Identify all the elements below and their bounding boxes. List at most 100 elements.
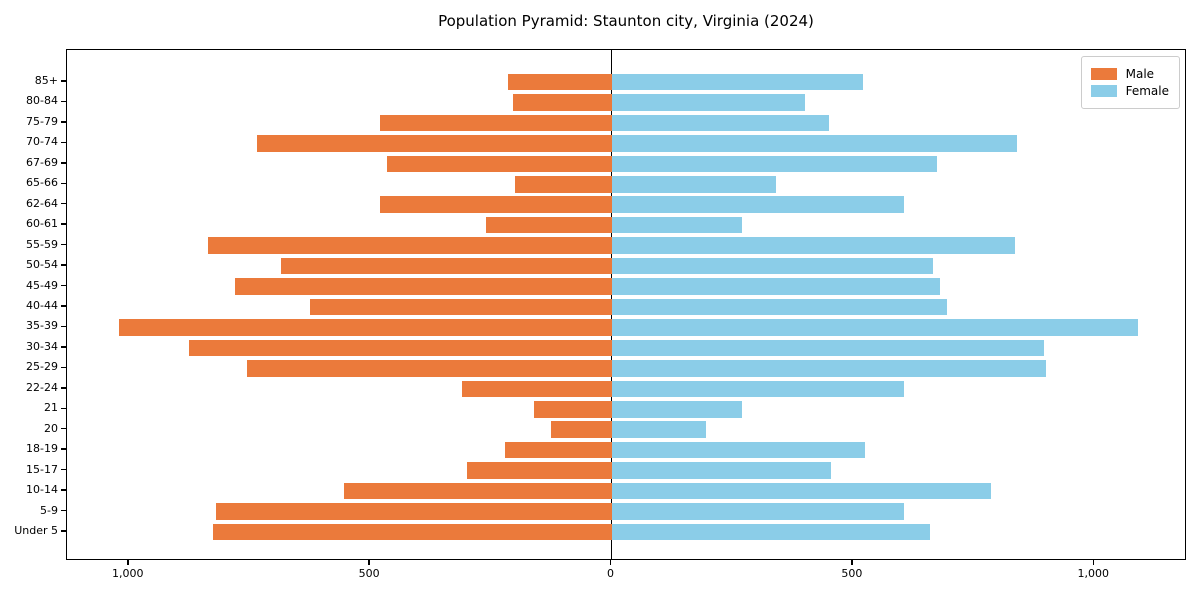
y-tick-mark (61, 121, 66, 123)
y-tick-label: 25-29 (26, 360, 58, 374)
y-tick-mark (61, 100, 66, 103)
female-bar (611, 94, 805, 111)
y-tick-label: 35-39 (26, 319, 58, 333)
y-tick-mark (61, 243, 66, 246)
female-bar (611, 114, 829, 132)
legend-label-male: Male (1125, 67, 1155, 81)
male-bar (247, 360, 612, 377)
female-bar (611, 360, 1047, 377)
y-tick-label: 40-44 (26, 298, 58, 312)
y-tick-mark (61, 427, 66, 430)
y-tick-mark (61, 448, 66, 450)
x-tick-label: 500 (358, 567, 380, 580)
x-tick-mark (368, 560, 370, 565)
x-tick-mark (851, 560, 853, 565)
male-bar (215, 503, 612, 520)
y-tick-mark (61, 162, 66, 164)
y-tick-mark (61, 223, 66, 225)
y-tick-mark (61, 325, 66, 328)
female-bar (611, 73, 863, 91)
male-bar (505, 441, 612, 459)
y-tick-mark (61, 305, 66, 307)
y-tick-label: 67-69 (26, 155, 58, 169)
x-tick-label: 0 (607, 567, 615, 580)
female-swatch-icon (1090, 85, 1117, 97)
male-bar (379, 196, 612, 213)
female-bar (611, 278, 940, 295)
male-bar (119, 319, 612, 336)
male-bar (208, 237, 612, 254)
male-bar (534, 401, 612, 418)
y-tick-label: 18-19 (26, 442, 58, 456)
male-bar (189, 339, 612, 357)
x-tick-mark (609, 560, 612, 565)
y-tick-mark (61, 530, 66, 532)
plot-area: Male Female (66, 49, 1186, 560)
y-tick-label: 5-9 (40, 503, 58, 517)
legend: Male Female (1080, 56, 1180, 109)
y-tick-mark (61, 284, 66, 287)
male-bar (551, 421, 612, 438)
female-bar (611, 176, 776, 193)
y-tick-label: 30-34 (26, 339, 58, 353)
male-bar (486, 216, 612, 234)
male-bar (280, 257, 612, 275)
male-bar (466, 462, 612, 479)
y-tick-label: 70-74 (26, 135, 58, 149)
y-tick-mark (61, 366, 66, 369)
male-bar (387, 155, 612, 173)
y-tick-mark (61, 264, 66, 266)
y-tick-mark (61, 509, 66, 512)
y-tick-label: 21 (44, 401, 58, 415)
y-tick-mark (61, 80, 66, 82)
y-tick-mark (61, 346, 66, 348)
legend-entry-male: Male (1090, 67, 1169, 81)
female-bar (611, 155, 938, 173)
y-tick-label: 20 (44, 421, 58, 435)
y-tick-mark (61, 182, 66, 185)
female-bar (611, 441, 865, 459)
y-tick-mark (61, 468, 66, 471)
female-bar (611, 319, 1138, 336)
male-bar (343, 482, 612, 500)
y-tick-label: 65-66 (26, 176, 58, 190)
x-tick-label: 1,000 (112, 567, 144, 580)
female-bar (611, 401, 742, 418)
y-tick-label: 15-17 (26, 462, 58, 476)
x-tick-label: 1,000 (1077, 567, 1110, 580)
female-bar (611, 523, 931, 541)
female-bar (611, 421, 706, 438)
y-tick-label: 85+ (34, 74, 58, 87)
female-bar (611, 462, 832, 479)
female-bar (611, 339, 1044, 357)
y-tick-label: 60-61 (26, 217, 58, 231)
chart-title: Population Pyramid: Staunton city, Virgi… (438, 12, 814, 30)
y-tick-label: 22-24 (26, 380, 58, 394)
female-bar (611, 503, 904, 520)
male-bar (512, 94, 612, 111)
y-tick-mark (61, 387, 66, 389)
legend-label-female: Female (1125, 84, 1169, 98)
y-tick-label: 75-79 (26, 114, 58, 128)
y-tick-label: 80-84 (26, 94, 58, 108)
legend-entry-female: Female (1090, 84, 1169, 98)
y-tick-label: 62-64 (26, 196, 58, 210)
y-tick-mark (61, 489, 66, 491)
x-tick-label: 500 (841, 567, 863, 580)
y-tick-label: Under 5 (14, 523, 58, 537)
y-tick-mark (61, 202, 66, 205)
female-bar (611, 237, 1015, 254)
male-bar (235, 278, 612, 295)
x-tick-mark (127, 560, 129, 565)
x-tick-mark (1092, 560, 1095, 565)
y-tick-mark (61, 407, 66, 410)
y-tick-label: 10-14 (26, 483, 58, 497)
male-bar (213, 523, 612, 541)
male-bar (379, 114, 612, 132)
male-bar (256, 135, 612, 152)
male-swatch-icon (1090, 68, 1117, 80)
female-bar (611, 482, 991, 500)
female-bar (611, 196, 904, 213)
male-bar (309, 298, 612, 316)
